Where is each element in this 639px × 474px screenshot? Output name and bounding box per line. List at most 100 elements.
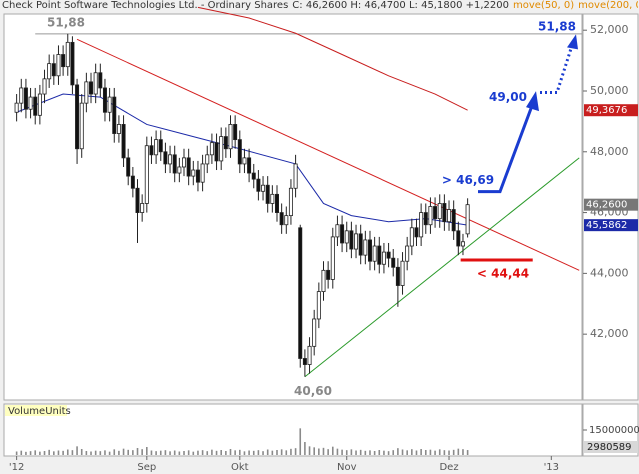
volume-bar [220, 450, 223, 455]
volume-bar [238, 449, 241, 455]
candle-body [102, 87, 107, 113]
volume-bar [183, 451, 185, 455]
candle-body [302, 358, 307, 365]
volume-bar [429, 449, 432, 455]
volume-bar [136, 448, 139, 455]
candle-body [247, 157, 252, 174]
candle-body [456, 230, 461, 247]
volume-bar [99, 451, 102, 455]
volume-bar [113, 449, 116, 455]
candle-body [377, 245, 382, 265]
candle-body [405, 245, 410, 262]
volume-bar [378, 450, 381, 455]
y-tick-label: 52,000 [590, 23, 629, 36]
volume-bar [318, 448, 320, 455]
candle-body [23, 87, 28, 110]
volume-bar [266, 449, 269, 455]
moving-average [197, 6, 468, 111]
candle-body [451, 209, 456, 232]
candle-body [261, 184, 266, 192]
end-label: 46,2600 [586, 200, 627, 211]
volume-bar [299, 428, 302, 455]
volume-bar [313, 447, 315, 455]
candle-body [251, 172, 256, 180]
volume-bar [155, 451, 157, 455]
candle-body [298, 227, 303, 359]
trend-line [304, 157, 580, 378]
volume-bar [159, 450, 162, 455]
candle-body [419, 212, 424, 238]
candle-body [344, 230, 349, 244]
volume-bar [364, 450, 367, 455]
volume-tick-label: 15000000 [589, 425, 639, 436]
volume-bar [80, 449, 83, 455]
candle-body [237, 139, 242, 165]
volume-bar [341, 449, 343, 455]
volume-bar [94, 450, 97, 455]
annotation: 51,88 [538, 19, 576, 33]
legend-entry: move(50, 0) [512, 0, 575, 11]
candle-body [126, 157, 131, 177]
volume-bar [294, 448, 297, 455]
trend-line [76, 38, 580, 271]
candle-body [28, 96, 33, 110]
candle-body [409, 227, 414, 247]
volume-pane [3, 403, 583, 457]
candle-body [195, 169, 200, 183]
volume-bar [308, 446, 311, 455]
candle-body [98, 72, 103, 89]
candle-body [51, 63, 56, 77]
volume-bar [257, 450, 260, 455]
volume-bar [406, 450, 408, 455]
moving-average [16, 93, 468, 226]
volume-bar [127, 449, 130, 455]
volume-bar [43, 451, 46, 455]
volume-bar [345, 450, 348, 455]
volume-bar [252, 450, 255, 455]
candle-body [61, 54, 66, 68]
volume-bar [141, 449, 143, 455]
candle-body [70, 41, 75, 86]
candle-body [316, 291, 321, 320]
volume-bar [411, 449, 413, 455]
candle-body [163, 151, 168, 165]
volume-bar [462, 449, 464, 455]
x-tick-label: Dez [439, 462, 458, 473]
volume-bar [248, 450, 250, 455]
candle-body [89, 81, 94, 95]
candle-body [37, 93, 42, 116]
volume-bar [39, 451, 41, 455]
candle-body [65, 41, 70, 68]
volume-bar [57, 450, 60, 455]
volume-label: VolumeUnits [8, 406, 71, 417]
candle-body [135, 187, 140, 213]
volume-bar [76, 446, 78, 455]
volume-bar [243, 451, 246, 455]
volume-bar [373, 451, 376, 455]
volume-bar [331, 446, 334, 455]
candle-body [228, 124, 233, 150]
y-tick-label: 42,000 [590, 327, 629, 340]
candle-body [270, 193, 275, 204]
target-arrow-dotted-head [567, 34, 578, 50]
candle-body [256, 178, 261, 192]
candle-body [381, 251, 386, 265]
candle-body [326, 269, 331, 280]
volume-bar [336, 448, 339, 455]
target-arrow-dotted [540, 41, 575, 95]
x-tick-label: '12 [9, 462, 24, 473]
title: Check Point Software Technologies Ltd. -… [2, 0, 289, 11]
volume-bar [304, 442, 306, 455]
volume-bar [322, 447, 325, 455]
candle-body [312, 318, 317, 347]
candle-body [279, 212, 284, 226]
y-tick-label: 48,000 [590, 145, 629, 158]
candle-body [321, 269, 326, 293]
x-tick-label: '13 [544, 462, 559, 473]
candle-body [191, 169, 196, 177]
volume-bar [415, 450, 418, 455]
candle-body [433, 206, 438, 220]
annotation: > 46,69 [442, 173, 494, 187]
volume-bar [225, 451, 227, 455]
